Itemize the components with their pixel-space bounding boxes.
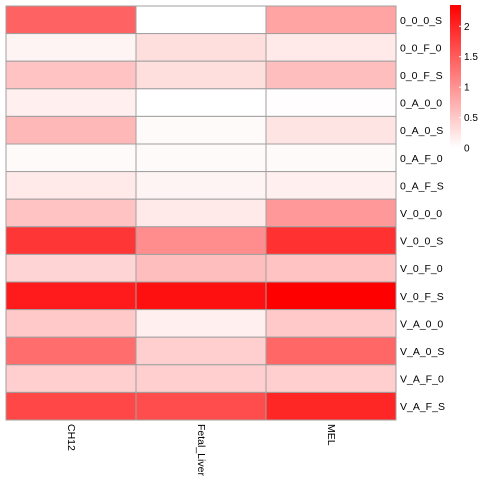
- row-label: 0_0_F_0: [400, 42, 442, 54]
- heatmap-cell-V_A_F_S-CH12: [5, 391, 137, 421]
- heatmap-cell-V_0_0_0-CH12: [5, 198, 137, 228]
- heatmap-cell-V_A_F_S-MEL: [265, 391, 397, 421]
- heatmap-cell-V_A_F_0-Fetal_Liver: [135, 364, 267, 393]
- heatmap-cell-V_0_F_0-Fetal_Liver: [135, 253, 267, 283]
- heatmap-cell-0_0_F_0-CH12: [5, 33, 137, 62]
- heatmap-cell-V_A_F_0-MEL: [265, 364, 397, 393]
- heatmap-cell-0_A_F_S-MEL: [265, 171, 397, 200]
- column-label: Fetal_Liver: [195, 424, 207, 476]
- row-label: 0_A_0_0: [400, 98, 442, 110]
- heatmap-cell-0_A_0_S-CH12: [5, 115, 137, 145]
- heatmap-cell-V_0_0_0-MEL: [265, 198, 397, 228]
- heatmap-cell-0_A_F_0-MEL: [265, 143, 397, 173]
- heatmap-cell-V_A_F_S-Fetal_Liver: [135, 391, 267, 421]
- heatmap-cell-0_0_F_S-Fetal_Liver: [135, 60, 267, 90]
- legend-tick-label: 2: [464, 22, 470, 33]
- heatmap-cell-0_0_0_S-MEL: [265, 5, 397, 35]
- heatmap-cell-0_A_0_S-MEL: [265, 115, 397, 145]
- row-label: V_0_F_0: [400, 263, 443, 275]
- row-label: 0_A_F_0: [400, 153, 443, 165]
- heatmap-cells: [5, 5, 397, 421]
- row-label: V_A_0_0: [400, 318, 443, 330]
- legend-tick-label: 0: [464, 144, 470, 155]
- heatmap-cell-0_0_F_0-MEL: [265, 33, 397, 62]
- legend-tick-label: 1: [464, 83, 470, 94]
- heatmap-cell-0_0_F_0-Fetal_Liver: [135, 33, 267, 62]
- heatmap-cell-0_0_0_S-Fetal_Liver: [135, 5, 267, 35]
- row-labels: 0_0_0_S 0_0_F_0 0_0_F_S 0_A_0_0 0_A_0_S 0_A_F…: [400, 15, 445, 413]
- heatmap-cell-V_0_0_S-Fetal_Liver: [135, 226, 267, 255]
- legend-ticks: 0 0.5 1 1.5 2: [459, 22, 478, 155]
- heatmap-cell-0_A_F_S-Fetal_Liver: [135, 171, 267, 200]
- row-label: V_0_F_S: [400, 291, 444, 303]
- row-label: V_A_F_S: [400, 401, 445, 413]
- row-label: V_A_F_0: [400, 374, 444, 386]
- heatmap-cell-V_0_F_0-MEL: [265, 253, 397, 283]
- legend-tick-label: 0.5: [464, 113, 478, 124]
- row-label: V_A_0_S: [400, 346, 444, 358]
- heatmap-cell-V_A_0_S-MEL: [265, 336, 397, 366]
- heatmap-cell-0_0_F_S-MEL: [265, 60, 397, 90]
- row-label: 0_A_F_S: [400, 180, 444, 192]
- heatmap-cell-0_A_F_S-CH12: [5, 171, 137, 200]
- heatmap-cell-V_0_0_S-MEL: [265, 226, 397, 255]
- heatmap-cell-V_A_F_0-CH12: [5, 364, 137, 393]
- color-legend: 0 0.5 1 1.5 2: [450, 5, 478, 155]
- row-label: 0_0_F_S: [400, 70, 443, 82]
- legend-color-bar: [450, 5, 461, 148]
- heatmap-cell-V_A_0_0-CH12: [5, 309, 137, 338]
- legend-tick-label: 1.5: [464, 52, 478, 63]
- row-label: V_0_0_0: [400, 208, 442, 220]
- heatmap-cell-0_A_0_0-CH12: [5, 88, 137, 117]
- heatmap-cell-V_A_0_0-Fetal_Liver: [135, 309, 267, 338]
- heatmap-cell-0_A_0_0-Fetal_Liver: [135, 88, 267, 117]
- heatmap-cell-0_A_F_0-Fetal_Liver: [135, 143, 267, 173]
- column-label: MEL: [325, 424, 337, 446]
- heatmap-cell-0_0_F_S-CH12: [5, 60, 137, 90]
- column-labels: CH12 Fetal_Liver MEL: [65, 424, 337, 476]
- column-label: CH12: [65, 424, 77, 451]
- heatmap-cell-V_A_0_S-CH12: [5, 336, 137, 366]
- heatmap-cell-0_A_F_0-CH12: [5, 143, 137, 173]
- heatmap-cell-0_A_0_S-Fetal_Liver: [135, 115, 267, 145]
- heatmap-cell-V_0_F_S-CH12: [5, 281, 137, 311]
- heatmap-cell-V_0_F_S-MEL: [265, 281, 397, 311]
- heatmap-cell-V_0_0_S-CH12: [5, 226, 137, 255]
- heatmap-cell-V_0_F_S-Fetal_Liver: [135, 281, 267, 311]
- row-label: V_0_0_S: [400, 236, 443, 248]
- row-label: 0_A_0_S: [400, 125, 443, 137]
- heatmap-cell-V_0_0_0-Fetal_Liver: [135, 198, 267, 228]
- row-label: 0_0_0_S: [400, 15, 442, 27]
- heatmap-cell-V_0_F_0-CH12: [5, 253, 137, 283]
- heatmap-cell-0_0_0_S-CH12: [5, 5, 137, 35]
- heatmap-cell-0_A_0_0-MEL: [265, 88, 397, 117]
- heatmap-cell-V_A_0_0-MEL: [265, 309, 397, 338]
- heatmap-cell-V_A_0_S-Fetal_Liver: [135, 336, 267, 366]
